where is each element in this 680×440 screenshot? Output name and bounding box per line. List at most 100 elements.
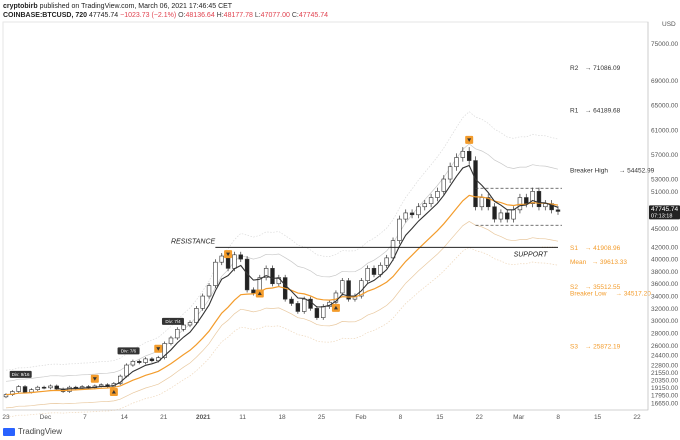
y-tick-label: 57000.00 (651, 152, 678, 159)
y-tick-label: 69000.00 (651, 78, 678, 85)
candle-body-up (206, 285, 212, 297)
candle-body-down (22, 386, 28, 393)
symbol-line: COINBASE:BTCUSD, 720 47745.74 −1023.73 (… (3, 11, 328, 20)
candle-body-up (29, 389, 34, 393)
candle-body-up (118, 375, 123, 384)
candle (302, 296, 307, 314)
candle-body-up (435, 191, 440, 198)
candle-body-down (466, 151, 472, 161)
candle-body-down (41, 386, 47, 389)
candle (498, 209, 504, 223)
y-axis[interactable]: USD 16650.0017950.0019150.0020350.0021550… (647, 21, 680, 410)
candle (168, 335, 174, 346)
open-value: 48136.64 (185, 12, 215, 19)
candle (314, 306, 320, 320)
moving-averages (5, 164, 559, 396)
candle-body-down (492, 206, 497, 220)
candle (48, 384, 53, 390)
x-tick-label: 15 (594, 414, 602, 421)
candle (289, 296, 294, 306)
candle-body-up (498, 212, 504, 220)
tradingview-logo-icon[interactable] (3, 427, 15, 436)
band-line (5, 220, 559, 409)
candle-body-up (454, 157, 459, 168)
countdown-label: 07:13:18 (651, 213, 672, 219)
candle-body-up (168, 337, 174, 344)
footer-brand[interactable]: TradingView (18, 427, 63, 436)
candle (143, 357, 148, 365)
candle (473, 156, 478, 211)
candle-body-up (98, 384, 104, 387)
level-label: S1 (570, 245, 578, 252)
publisher-name[interactable]: cryptobirb (3, 3, 38, 10)
level-value: → 25872.19 (585, 344, 621, 351)
candle (206, 282, 212, 299)
candle-body-down (270, 268, 275, 285)
x-axis[interactable]: 23 Dec 7 14 21 2021 11 18 25 Feb 8 15 22 Mar 8 15 22 (2, 409, 648, 421)
candle (219, 253, 224, 266)
divergence-tag-label: Div: 7/4 (165, 319, 181, 324)
annotations: RESISTANCE SUPPORT Div: 9/16 Div: 7/4 Div: 7… (9, 135, 562, 397)
candle-body-up (365, 268, 370, 281)
x-tick-label: 7 (83, 414, 87, 421)
candle (333, 290, 339, 305)
y-tick-label: 36000.00 (651, 281, 678, 288)
sell-signal-icon (156, 347, 161, 351)
buy-signal-icon (257, 291, 262, 296)
close-value: 47745.74 (298, 12, 329, 19)
candle (35, 385, 40, 392)
candle (441, 175, 446, 196)
x-tick-label: 8 (556, 414, 560, 421)
sell-signal-icon (226, 252, 231, 257)
x-tick-label: 25 (318, 414, 326, 421)
current-price-label: 47745.74 (651, 206, 678, 213)
candle (346, 277, 351, 302)
candle-body-up (321, 306, 326, 318)
divergence-tag (161, 317, 184, 325)
candle (555, 206, 561, 215)
candle-body-up (530, 191, 535, 204)
candle-body-up (143, 358, 148, 363)
candle-body-up (302, 298, 307, 312)
level-value: → 71086.09 (585, 65, 621, 72)
candle (409, 209, 415, 219)
candle (270, 265, 275, 287)
high-label: H: (216, 12, 224, 19)
level-label: S2 (570, 284, 578, 291)
support-label: SUPPORT (514, 251, 548, 258)
candle (54, 384, 59, 391)
y-tick-label: 21550.00 (651, 370, 678, 377)
candle-body-up (397, 218, 402, 241)
level-label: R1 (570, 108, 579, 115)
x-tick-label: 2021 (196, 414, 211, 421)
candle (200, 293, 205, 311)
sell-signal-icon (92, 377, 97, 381)
candle (263, 265, 269, 281)
candle-body-down (409, 212, 415, 216)
candle-body-down (251, 289, 256, 294)
y-tick-label: 24400.00 (651, 353, 678, 360)
level-value: → 39613.33 (592, 259, 628, 266)
candle (517, 193, 523, 214)
candle-body-up (124, 364, 129, 377)
candle (454, 153, 459, 171)
x-tick-label: 23 (2, 414, 10, 421)
buy-signal-icon (333, 305, 338, 310)
candle-body-up (263, 268, 269, 278)
last-price: 47745.74 (88, 12, 119, 19)
x-tick-label: Feb (355, 414, 367, 421)
low-value: 47077.00 (260, 12, 290, 19)
candle-body-up (460, 151, 466, 158)
candle-body-up (48, 385, 53, 389)
symbol[interactable]: COINBASE:BTCUSD, 720 (3, 12, 88, 19)
candle-body-down (346, 280, 351, 300)
candle (390, 237, 396, 261)
candle-body-up (232, 254, 237, 269)
candle (384, 254, 389, 269)
x-tick-label: 21 (160, 414, 168, 421)
candle (162, 341, 167, 360)
divergence-tag-label: Div: 7/6 (121, 348, 137, 353)
candle (238, 251, 243, 263)
candle (486, 193, 491, 211)
